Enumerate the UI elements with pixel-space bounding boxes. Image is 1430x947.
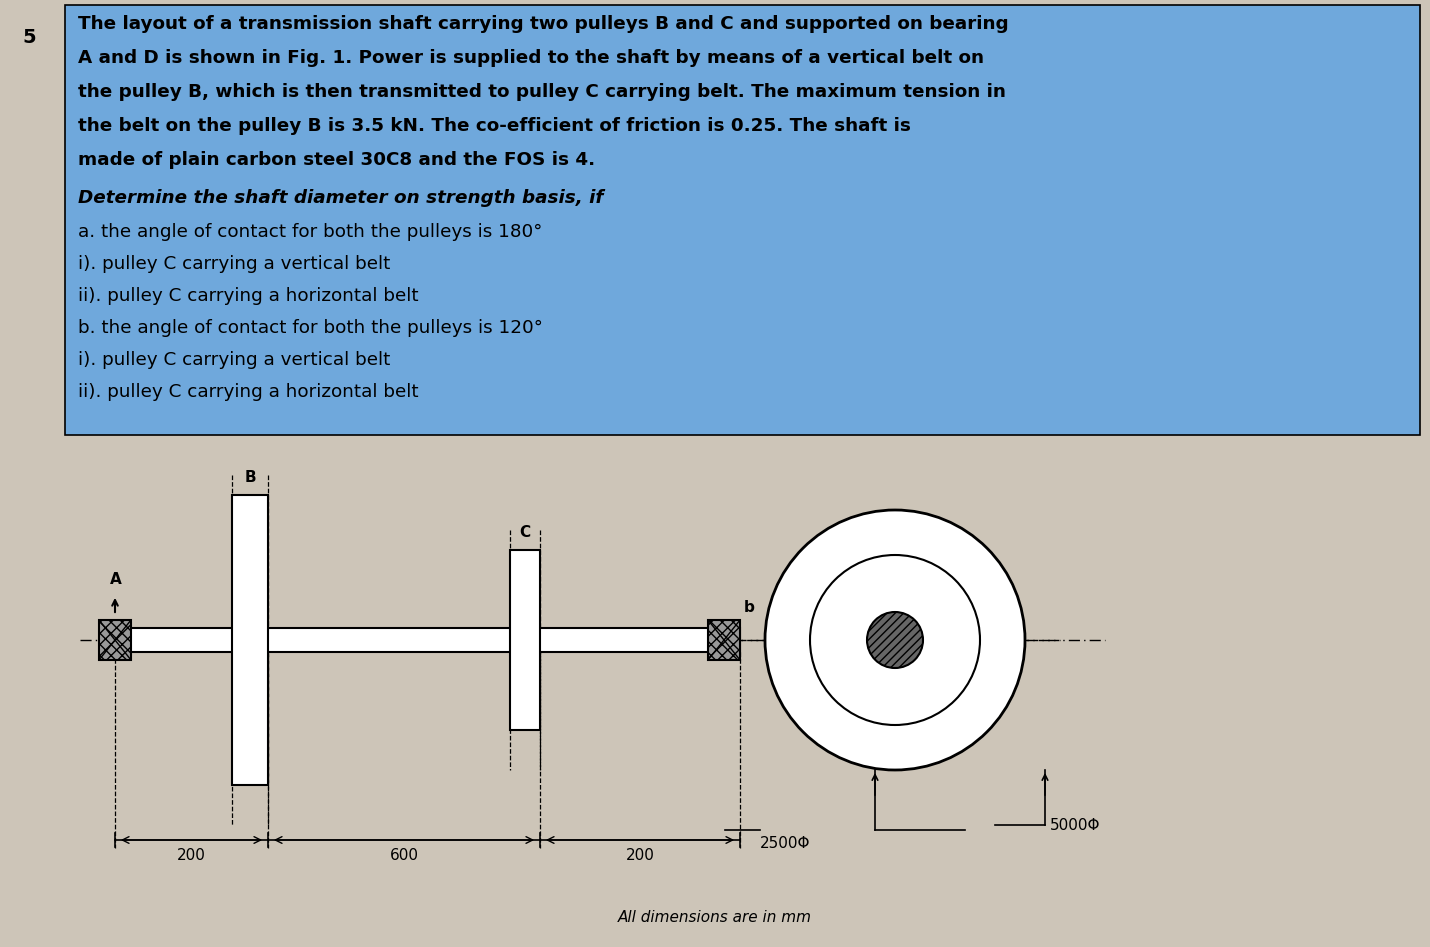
Bar bbox=[232, 495, 267, 785]
Text: ii). pulley C carrying a horizontal belt: ii). pulley C carrying a horizontal belt bbox=[79, 287, 419, 305]
Text: the pulley B, which is then transmitted to pulley C carrying belt. The maximum t: the pulley B, which is then transmitted … bbox=[79, 83, 1005, 101]
Text: 200: 200 bbox=[625, 848, 655, 863]
Text: C: C bbox=[519, 525, 531, 540]
Text: 200: 200 bbox=[177, 848, 206, 863]
Text: The layout of a transmission shaft carrying two pulleys B and C and supported on: The layout of a transmission shaft carry… bbox=[79, 15, 1008, 33]
Text: made of plain carbon steel 30C8 and the FOS is 4.: made of plain carbon steel 30C8 and the … bbox=[79, 151, 595, 169]
Circle shape bbox=[765, 510, 1025, 770]
Bar bbox=[99, 620, 132, 660]
Text: A and D is shown in Fig. 1. Power is supplied to the shaft by means of a vertica: A and D is shown in Fig. 1. Power is sup… bbox=[79, 49, 984, 67]
Bar bbox=[114, 628, 739, 652]
Text: b. the angle of contact for both the pulleys is 120°: b. the angle of contact for both the pul… bbox=[79, 319, 543, 337]
Circle shape bbox=[867, 612, 922, 668]
Bar bbox=[511, 550, 541, 730]
Text: i). pulley C carrying a vertical belt: i). pulley C carrying a vertical belt bbox=[79, 255, 390, 273]
Bar bbox=[64, 5, 1420, 435]
Text: 5000Φ: 5000Φ bbox=[1050, 818, 1101, 833]
Text: 2500Φ: 2500Φ bbox=[759, 836, 811, 851]
Text: All dimensions are in mm: All dimensions are in mm bbox=[618, 910, 812, 925]
Text: a. the angle of contact for both the pulleys is 180°: a. the angle of contact for both the pul… bbox=[79, 223, 542, 241]
Circle shape bbox=[809, 555, 980, 725]
Text: i). pulley C carrying a vertical belt: i). pulley C carrying a vertical belt bbox=[79, 351, 390, 369]
Text: A: A bbox=[110, 572, 122, 587]
Text: 5: 5 bbox=[21, 28, 36, 47]
Text: B: B bbox=[245, 470, 256, 485]
Bar bbox=[708, 620, 739, 660]
Text: the belt on the pulley B is 3.5 kN. The co-efficient of friction is 0.25. The sh: the belt on the pulley B is 3.5 kN. The … bbox=[79, 117, 911, 135]
Text: Determine the shaft diameter on strength basis, if: Determine the shaft diameter on strength… bbox=[79, 189, 603, 207]
Text: ii). pulley C carrying a horizontal belt: ii). pulley C carrying a horizontal belt bbox=[79, 383, 419, 401]
Text: b: b bbox=[744, 600, 755, 615]
Text: 600: 600 bbox=[389, 848, 419, 863]
